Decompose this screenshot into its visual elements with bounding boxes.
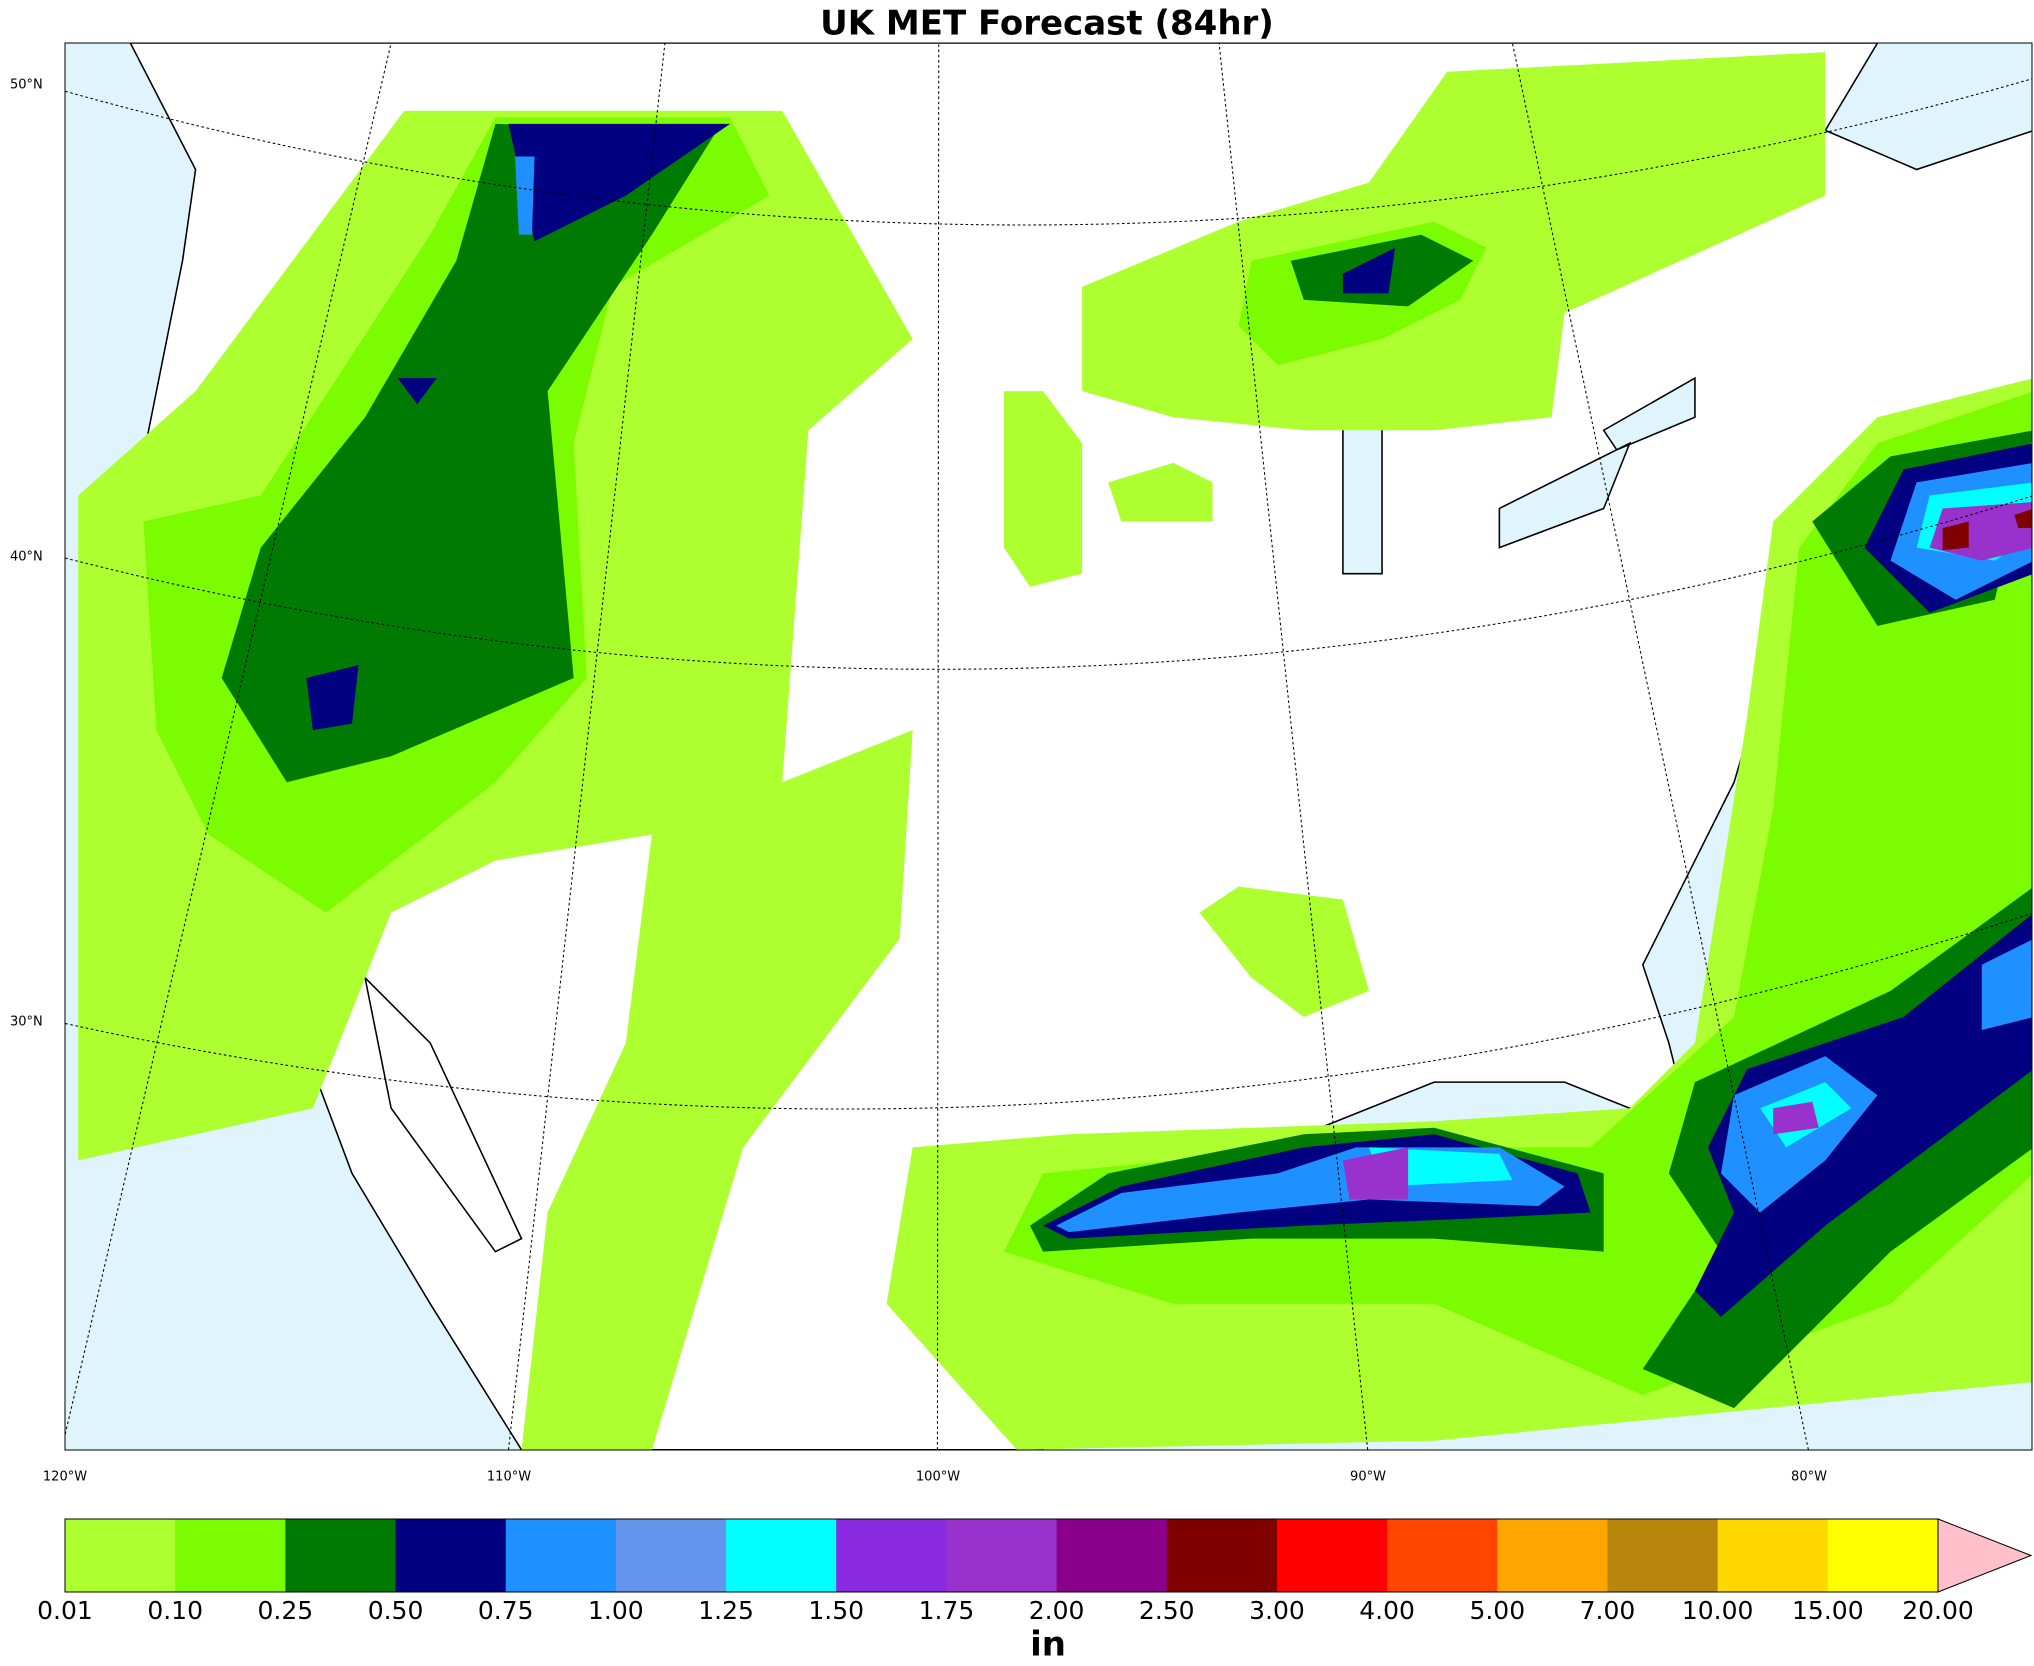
- colorbar-label: 2.00: [1029, 1596, 1085, 1625]
- lake: [1289, 272, 1696, 575]
- colorbar-label: 4.00: [1359, 1596, 1415, 1625]
- lon-label: 90°W: [1350, 1470, 1386, 1485]
- colorbar-label: 3.00: [1249, 1596, 1305, 1625]
- colorbar-swatch: [1497, 1519, 1608, 1592]
- colorbar-label: 1.75: [919, 1596, 975, 1625]
- colorbar-extend: [1937, 1518, 2033, 1593]
- title: UK MET Forecast (84hr): [820, 4, 1274, 44]
- colorbar-swatch: [1276, 1519, 1388, 1592]
- colorbar-label: 10.00: [1682, 1596, 1754, 1625]
- colorbar-label: 0.10: [147, 1596, 203, 1625]
- lon-label: 110°W: [487, 1470, 531, 1485]
- colorbar-swatch: [395, 1519, 507, 1592]
- colorbar-label: 20.00: [1902, 1596, 1974, 1625]
- colorbar: 0.01 0.10 0.25 0.50 0.75 1.00 1.25 1.50 1.75 2.00…: [37, 1518, 2033, 1625]
- colorbar-label: 1.50: [808, 1596, 864, 1625]
- colorbar-swatch: [1056, 1519, 1168, 1592]
- colorbar-label: 0.75: [478, 1596, 534, 1625]
- lon-label: 80°W: [1791, 1470, 1827, 1485]
- lat-label: 50°N: [10, 78, 43, 93]
- colorbar-swatch: [946, 1519, 1058, 1592]
- colorbar-frame: [64, 1518, 1939, 1593]
- colorbar-label: 2.50: [1139, 1596, 1195, 1625]
- colorbar-swatch: [175, 1519, 286, 1592]
- map: [65, 43, 2032, 1450]
- map-frame: [64, 42, 2033, 1451]
- colorbar-unit: in: [1030, 1625, 1066, 1665]
- colorbar-swatch: [1387, 1519, 1498, 1592]
- colorbar-label: 5.00: [1469, 1596, 1525, 1625]
- colorbar-swatch: [1166, 1519, 1278, 1592]
- colorbar-label: 0.25: [258, 1596, 314, 1625]
- lat-label: 40°N: [10, 550, 43, 565]
- colorbar-swatch: [285, 1519, 397, 1592]
- colorbar-swatch: [1607, 1519, 1719, 1592]
- colorbar-swatch: [615, 1519, 727, 1592]
- colorbar-swatch: [65, 1519, 176, 1592]
- lon-label: 100°W: [916, 1470, 960, 1485]
- colorbar-swatch: [1827, 1519, 1939, 1592]
- precipitation: [78, 52, 2032, 1450]
- colorbar-label: 1.00: [588, 1596, 644, 1625]
- colorbar-label: 1.25: [698, 1596, 754, 1625]
- lat-label: 30°N: [10, 1015, 43, 1030]
- colorbar-label: 0.01: [37, 1596, 93, 1625]
- colorbar-swatch: [836, 1519, 947, 1592]
- colorbar-label: 15.00: [1792, 1596, 1864, 1625]
- colorbar-swatch: [505, 1519, 617, 1592]
- colorbar-swatch: [726, 1519, 837, 1592]
- colorbar-swatch: [1717, 1519, 1829, 1592]
- colorbar-label: 7.00: [1580, 1596, 1636, 1625]
- baja: [363, 975, 523, 1253]
- colorbar-label: 0.50: [368, 1596, 424, 1625]
- lon-label: 120°W: [43, 1470, 87, 1485]
- graticule: [65, 43, 2032, 1450]
